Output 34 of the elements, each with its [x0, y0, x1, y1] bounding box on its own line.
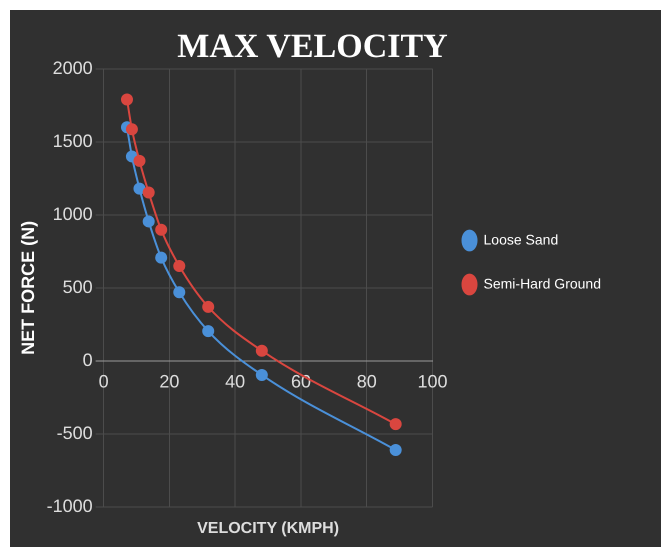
chart-title: MAX VELOCITY	[177, 28, 448, 66]
y-axis-title: NET FORCE (N)	[18, 220, 38, 355]
y-tick-label: 1500	[52, 130, 93, 151]
x-tick-label: 60	[290, 372, 311, 392]
x-tick-label: 0	[98, 372, 109, 392]
y-tick-label: 0	[82, 350, 93, 370]
x-tick-label: 40	[225, 372, 246, 392]
y-tick-label: 1000	[52, 204, 93, 224]
point	[142, 186, 155, 199]
point	[155, 252, 168, 264]
point	[256, 344, 268, 357]
point	[155, 224, 168, 236]
x-tick-label: 100	[417, 372, 448, 392]
point	[133, 182, 146, 195]
x-tick-label: 20	[159, 372, 180, 392]
y-tick-label: -1000	[46, 496, 93, 516]
point	[390, 418, 402, 430]
x-tick-label: 80	[356, 372, 377, 392]
point	[173, 286, 186, 298]
point	[256, 368, 268, 381]
y-tick-label: 2000	[52, 58, 93, 78]
legend-label: Semi-Hard Ground	[484, 275, 602, 292]
point	[120, 93, 133, 106]
point	[133, 154, 146, 167]
y-tick-label: 500	[62, 276, 93, 297]
point	[173, 260, 186, 272]
point	[202, 325, 214, 338]
point	[142, 215, 155, 228]
point	[126, 123, 138, 136]
point	[202, 300, 214, 313]
x-axis-title: VELOCITY (KMPH)	[197, 520, 340, 537]
y-tick-label: -500	[56, 422, 93, 443]
point	[390, 444, 402, 456]
legend-label: Loose Sand	[484, 231, 558, 248]
